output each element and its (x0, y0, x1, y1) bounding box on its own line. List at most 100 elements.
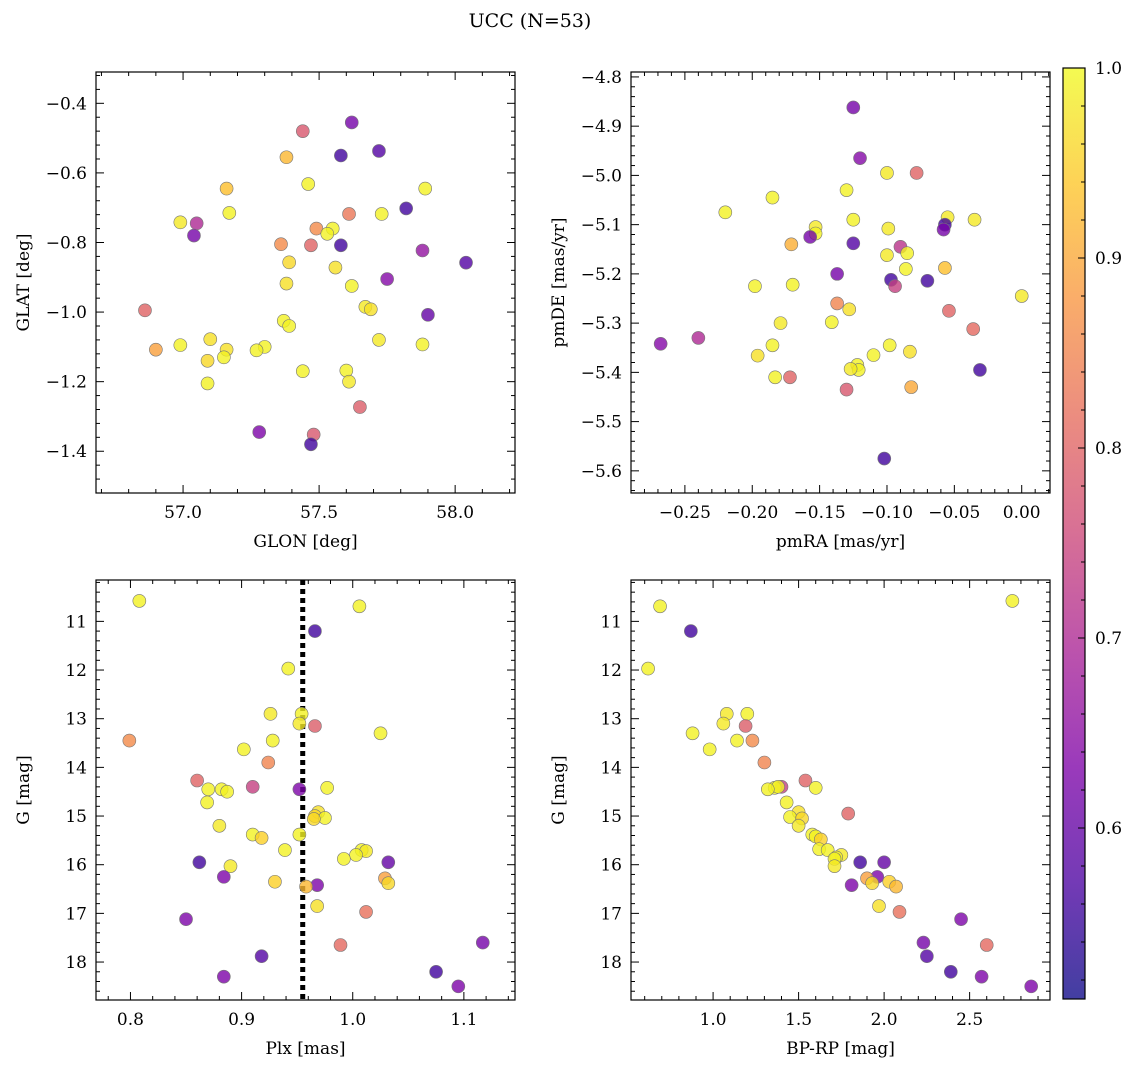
data-point (200, 353, 215, 368)
data-point (359, 905, 373, 919)
data-point (344, 279, 359, 293)
y-tick-label: −4.9 (581, 117, 622, 137)
x-tick-label: −0.15 (794, 503, 846, 523)
data-point (1005, 594, 1020, 608)
panel-1: 57.0 57.5 58.0 −1.4 −1.2 −1.0 −0.8 −0.6 −0.4 GLON… (14, 71, 516, 552)
data-point (765, 338, 780, 353)
data-point (920, 949, 934, 963)
data-point (936, 222, 951, 237)
data-point (839, 382, 854, 397)
panel-3: 0.8 0.9 1.0 1.1 11 12 13 14 15 16 17 18 Plx [mas] G [… (14, 579, 516, 1059)
data-point (278, 843, 292, 857)
colorbar-gradient (1063, 68, 1085, 999)
data-point (844, 878, 859, 892)
data-point (307, 812, 321, 826)
y-tick-label: 18 (600, 953, 622, 973)
y-axis-label: GLAT [deg] (14, 233, 34, 331)
y-tick-label: −5.4 (581, 363, 622, 383)
y-tick-label: 17 (600, 904, 622, 924)
data-point (415, 337, 430, 352)
data-point (279, 276, 294, 291)
data-point (187, 228, 201, 243)
ticks: 57.0 57.5 58.0 −1.4 −1.2 −1.0 −0.8 −0.6 −0.4 (46, 72, 515, 523)
data-point (757, 755, 772, 770)
points (122, 594, 490, 994)
data-point (344, 115, 359, 130)
data-point (900, 246, 914, 261)
data-point (459, 255, 473, 270)
data-point (974, 969, 989, 984)
x-axis-label: pmRA [mas/yr] (776, 532, 905, 552)
y-tick-label: −5.1 (581, 216, 622, 236)
y-tick-label: −0.4 (46, 94, 87, 114)
data-point (203, 332, 218, 347)
data-point (761, 782, 775, 797)
data-point (333, 938, 348, 952)
data-point (299, 879, 313, 894)
data-point (904, 380, 919, 394)
data-point (853, 151, 867, 165)
data-point (418, 181, 433, 196)
points (641, 594, 1038, 994)
data-point (349, 848, 363, 862)
data-point (803, 230, 817, 244)
data-point (381, 855, 396, 870)
y-tick-label: 17 (65, 904, 87, 924)
data-point (334, 148, 348, 163)
data-point (189, 216, 204, 231)
data-point (200, 795, 214, 810)
x-tick-label: 57.0 (164, 503, 202, 523)
data-point (853, 855, 867, 870)
data-point (938, 261, 952, 275)
data-point (653, 599, 667, 614)
data-point (475, 935, 490, 950)
data-point (381, 876, 396, 890)
y-tick-label: 13 (600, 710, 622, 730)
data-point (866, 348, 881, 362)
data-point (373, 726, 388, 741)
data-point (282, 319, 296, 333)
data-point (798, 773, 813, 788)
data-point (966, 322, 981, 336)
x-tick-label: 1.0 (700, 1010, 727, 1030)
data-point (308, 624, 322, 638)
y-tick-label: −0.6 (46, 164, 87, 184)
colorbar: 0.6 0.7 0.8 0.9 1.0 (1062, 59, 1122, 1000)
data-point (421, 308, 435, 322)
data-point (173, 338, 188, 352)
x-tick-label: 1.0 (339, 1010, 366, 1030)
panel-2: −0.25 −0.20 −0.15 −0.10 −0.05 0.00 −5.6 −5.5 −5.… (549, 68, 1051, 552)
data-point (872, 899, 886, 913)
y-tick-label: 14 (600, 758, 622, 778)
y-tick-label: −5.6 (581, 462, 622, 482)
panel-4: 1.0 1.5 2.0 2.5 11 12 13 14 15 16 17 18 BP-RP [mag] G… (549, 579, 1051, 1059)
data-point (429, 964, 443, 979)
data-point (824, 315, 839, 329)
data-point (265, 733, 280, 748)
data-point (237, 742, 251, 757)
colorbar-tick-label: 0.9 (1095, 249, 1122, 269)
data-point (334, 238, 348, 253)
axes-frame (630, 579, 1051, 1001)
data-point (892, 905, 907, 919)
data-point (783, 370, 797, 385)
data-point (880, 248, 894, 262)
data-point (363, 302, 378, 317)
data-point (702, 742, 717, 757)
data-point (830, 267, 844, 281)
data-point (122, 733, 137, 748)
data-point (292, 782, 307, 797)
colorbar-tick-label: 0.8 (1095, 439, 1122, 459)
data-point (730, 733, 744, 748)
data-point (372, 333, 386, 347)
data-point (339, 363, 354, 378)
colorbar-tick-label: 0.6 (1095, 819, 1122, 839)
y-tick-label: −5.3 (581, 314, 622, 334)
axes-frame (95, 579, 516, 1001)
data-point (750, 348, 765, 363)
x-axis-label: Plx [mas] (265, 1039, 345, 1059)
data-point (261, 755, 276, 770)
x-axis-label: GLON [deg] (253, 532, 357, 552)
data-point (254, 949, 269, 963)
